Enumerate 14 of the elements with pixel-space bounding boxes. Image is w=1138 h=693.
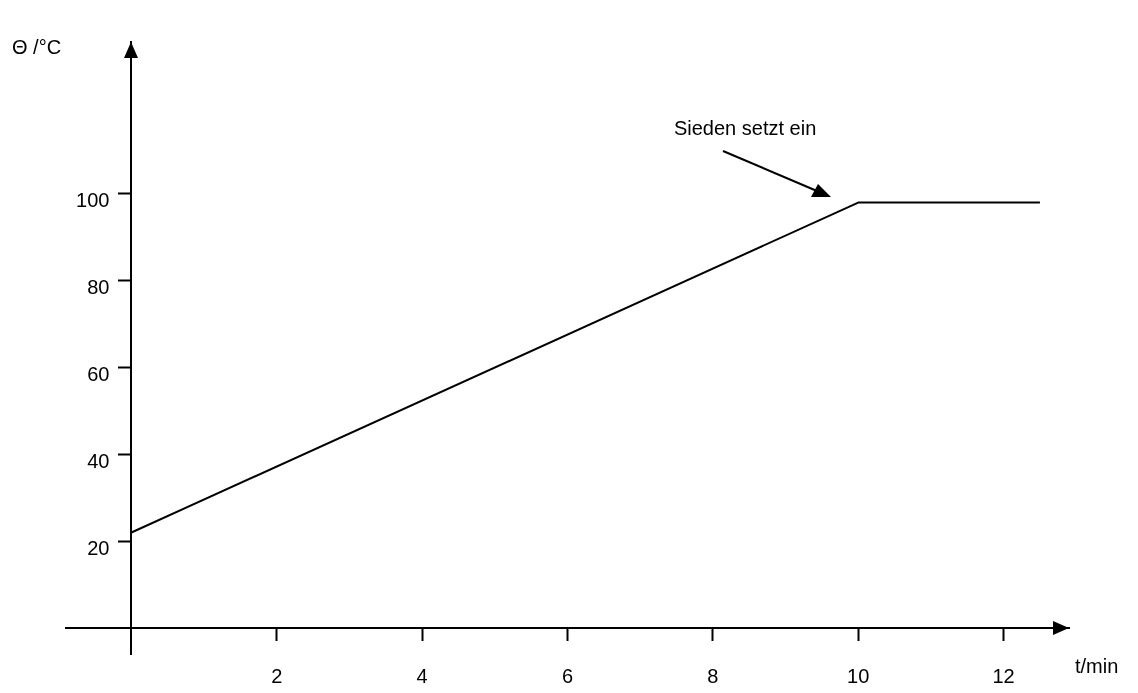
- x-tick-label: 2: [271, 665, 283, 688]
- x-tick-label: 6: [561, 665, 574, 688]
- y-tick-label: 20: [87, 536, 110, 559]
- x-tick-label: 4: [416, 665, 428, 688]
- annotation: Sieden setzt ein: [673, 116, 817, 139]
- y-tick-label: 60: [87, 363, 110, 386]
- y-tick-label: 40: [87, 449, 110, 472]
- x-tick-label: 12: [992, 665, 1015, 688]
- x-tick-label: 8: [707, 665, 719, 688]
- y-tick-label: 100: [76, 189, 110, 212]
- x-axis-title: t/min: [1075, 655, 1119, 678]
- y-tick-label: 80: [87, 276, 110, 299]
- y-axis-title: Θ /°C: [12, 35, 62, 58]
- x-tick-label: 10: [847, 665, 870, 688]
